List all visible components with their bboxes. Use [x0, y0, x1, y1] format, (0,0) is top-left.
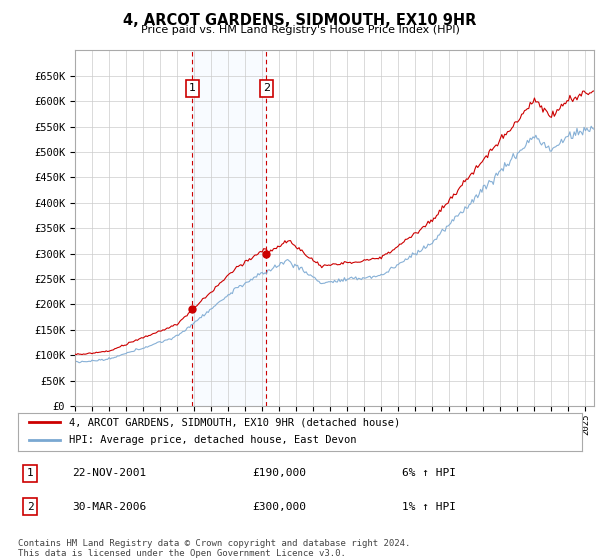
Bar	[193, 50, 266, 406]
Text: HPI: Average price, detached house, East Devon: HPI: Average price, detached house, East…	[69, 435, 356, 445]
Text: 22-NOV-2001: 22-NOV-2001	[72, 468, 146, 478]
Text: £190,000: £190,000	[252, 468, 306, 478]
Text: 4, ARCOT GARDENS, SIDMOUTH, EX10 9HR: 4, ARCOT GARDENS, SIDMOUTH, EX10 9HR	[124, 13, 476, 29]
Text: 2: 2	[263, 83, 270, 94]
Text: 30-MAR-2006: 30-MAR-2006	[72, 502, 146, 512]
Text: Price paid vs. HM Land Registry's House Price Index (HPI): Price paid vs. HM Land Registry's House …	[140, 25, 460, 35]
Text: 1% ↑ HPI: 1% ↑ HPI	[402, 502, 456, 512]
Text: Contains HM Land Registry data © Crown copyright and database right 2024.
This d: Contains HM Land Registry data © Crown c…	[18, 539, 410, 558]
Text: 1: 1	[26, 468, 34, 478]
Text: 4, ARCOT GARDENS, SIDMOUTH, EX10 9HR (detached house): 4, ARCOT GARDENS, SIDMOUTH, EX10 9HR (de…	[69, 417, 400, 427]
Text: 2: 2	[26, 502, 34, 512]
Text: 1: 1	[189, 83, 196, 94]
Text: 6% ↑ HPI: 6% ↑ HPI	[402, 468, 456, 478]
Text: £300,000: £300,000	[252, 502, 306, 512]
